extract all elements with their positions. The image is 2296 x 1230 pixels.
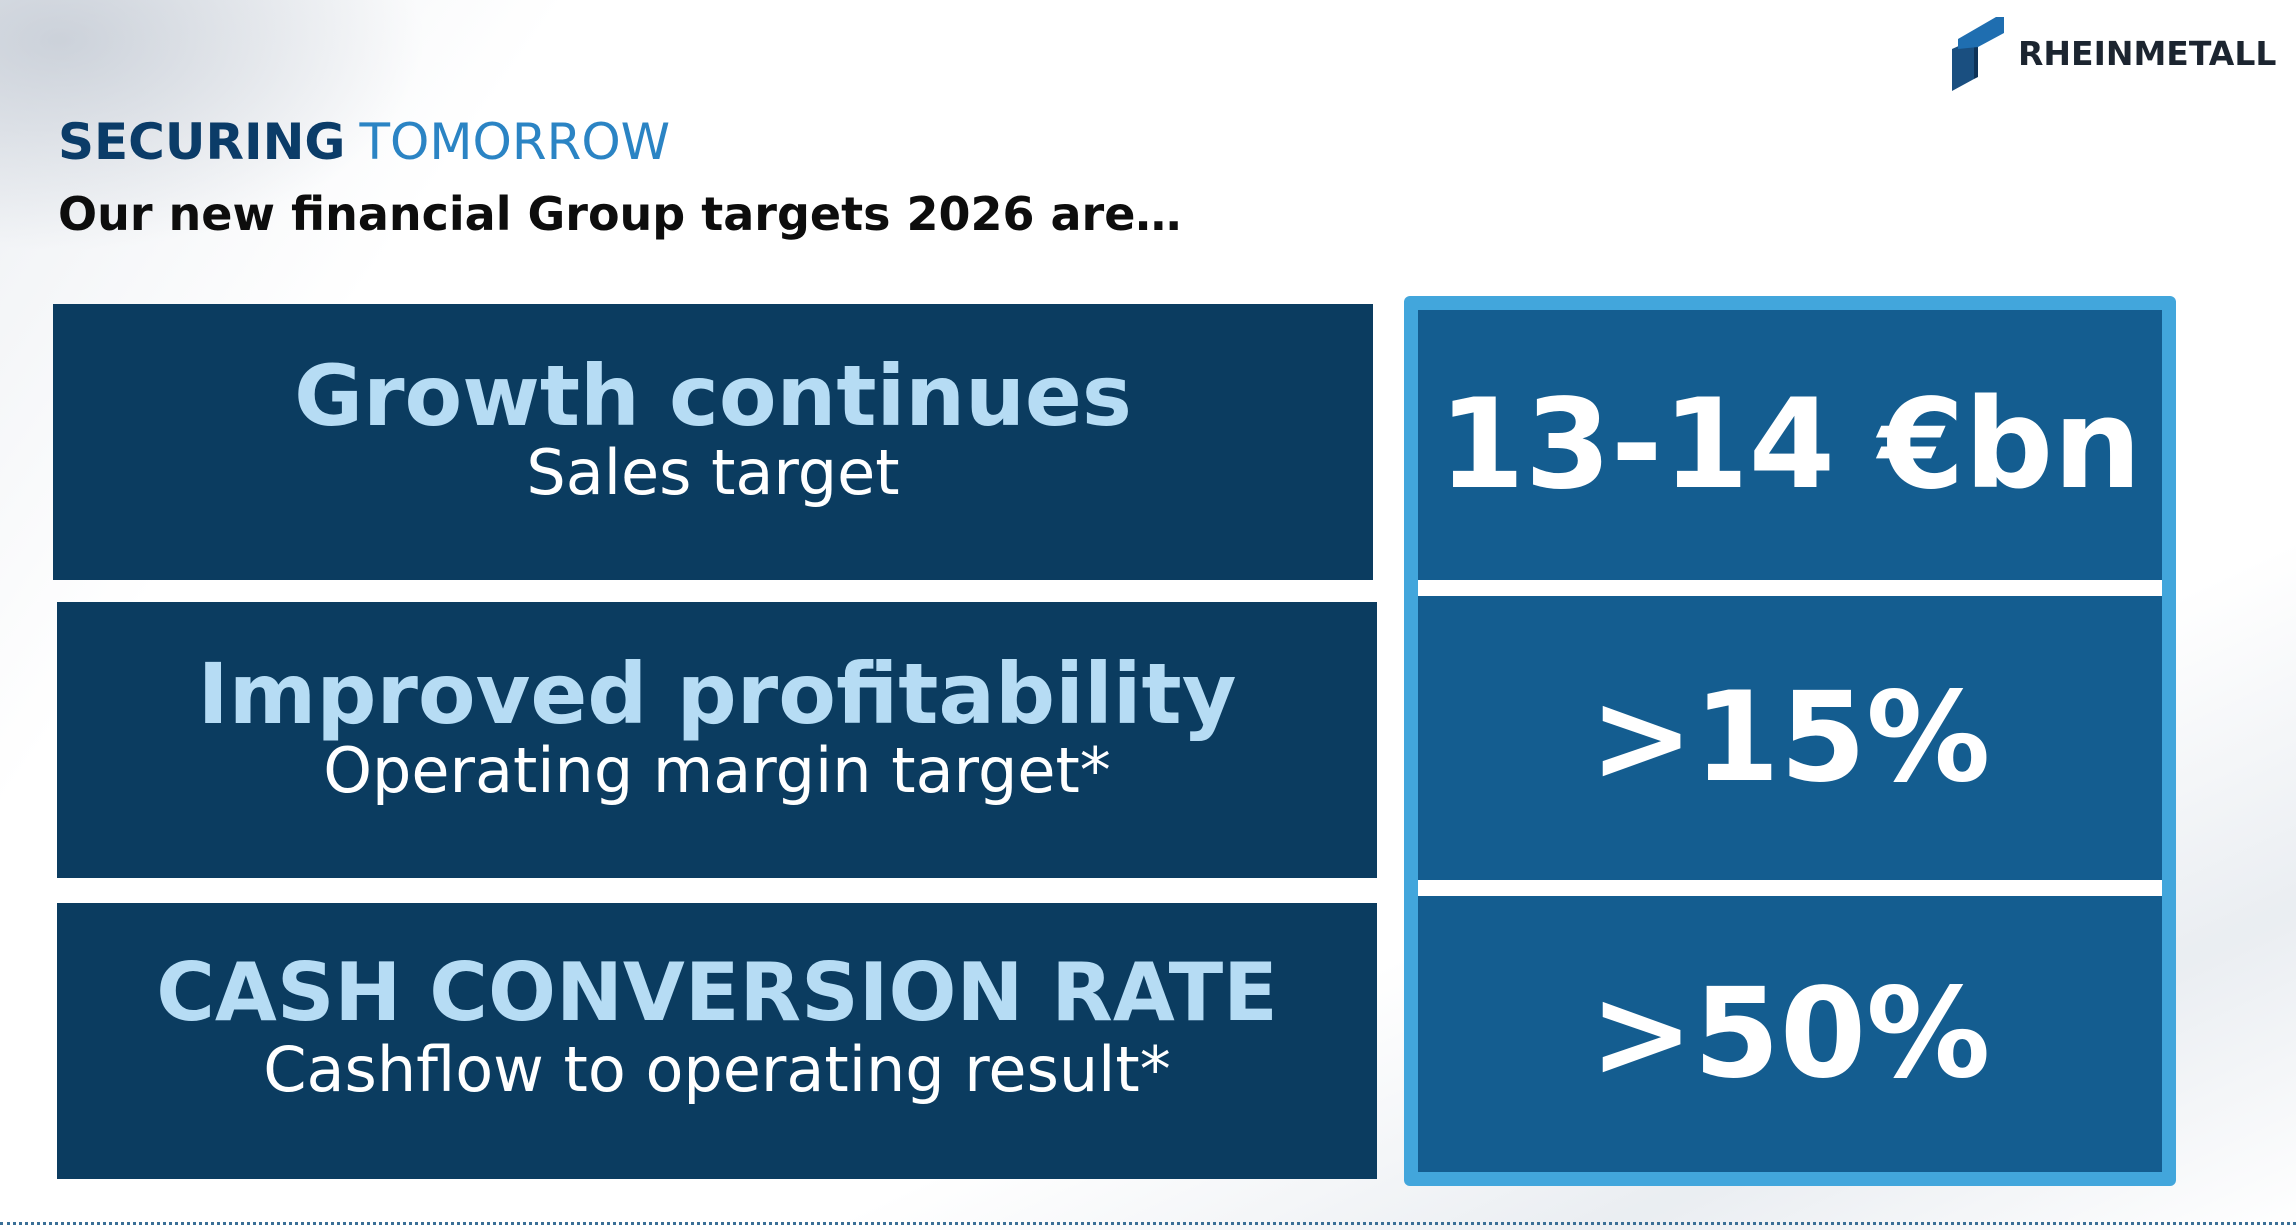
value-divider [1418,880,2162,896]
target-value: >15% [1589,666,1991,810]
target-label-box-cash: CASH CONVERSION RATE Cashflow to operati… [57,903,1377,1179]
target-value-box-cash: >50% [1418,896,2162,1172]
target-subtitle: Cashflow to operating result* [263,1033,1171,1106]
target-subtitle: Operating margin target* [323,734,1111,807]
logo-text: RHEINMETALL [2018,33,2277,73]
target-title: Growth continues [294,347,1132,445]
footer-dotted-line [0,1222,2296,1225]
target-value-box-margin: >15% [1418,596,2162,880]
company-logo: RHEINMETALL [1948,12,2276,94]
target-label-box-sales: Growth continues Sales target [53,304,1373,580]
value-divider [1418,580,2162,596]
target-label-box-margin: Improved profitability Operating margin … [57,602,1377,878]
target-title: Improved profitability [197,645,1237,743]
target-value: 13-14 €bn [1438,373,2142,517]
slide-kicker: SECURING TOMORROW [58,106,670,178]
kicker-light: TOMORROW [359,113,671,171]
target-value: >50% [1589,962,1991,1106]
rheinmetall-logo-icon [1952,17,2004,91]
slide-title: Our new financial Group targets 2026 are… [58,187,1182,241]
target-value-box-sales: 13-14 €bn [1418,310,2162,580]
kicker-bold: SECURING [58,113,346,171]
target-title: CASH CONVERSION RATE [156,946,1278,1039]
target-subtitle: Sales target [526,436,900,509]
